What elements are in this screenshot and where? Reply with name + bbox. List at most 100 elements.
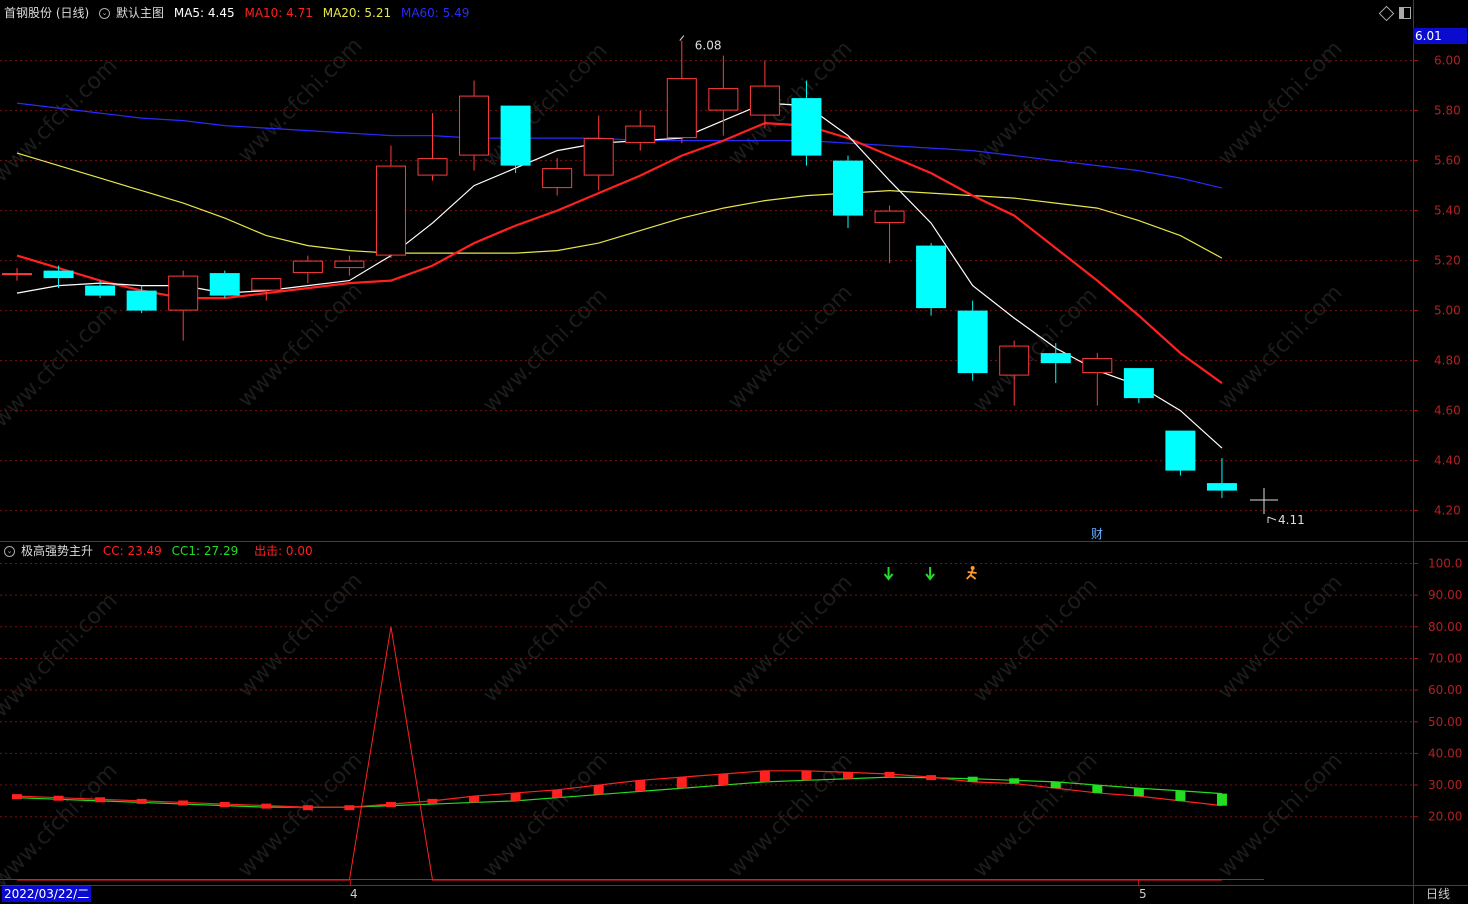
dropdown-circle-icon[interactable]: ⌄ xyxy=(4,546,15,557)
ma20-line xyxy=(16,152,1223,259)
candle-body-up xyxy=(292,260,323,274)
cc-block xyxy=(718,773,729,786)
candle xyxy=(500,105,531,174)
cc-block xyxy=(1175,790,1186,801)
candle-body-down xyxy=(833,160,863,216)
watermark-text: www.cfchi.com xyxy=(0,758,123,892)
candle xyxy=(417,113,448,181)
cc-block xyxy=(1050,781,1061,789)
ma60-value: MA60: 5.49 xyxy=(400,6,470,20)
cc-block xyxy=(593,785,604,795)
candle-body-down xyxy=(1123,368,1154,399)
cc-block xyxy=(95,797,106,803)
main-y-tick-label: 6.00 xyxy=(1434,54,1461,68)
out-value: 出击: 0.00 xyxy=(254,544,313,558)
sub-y-tick-label: 30.00 xyxy=(1428,778,1462,792)
candle-body-up xyxy=(666,78,697,139)
panel-toggle-icon[interactable] xyxy=(1399,7,1411,19)
watermark-text: www.cfchi.com xyxy=(478,748,612,882)
candle-body-up xyxy=(542,168,573,189)
candle xyxy=(791,80,822,166)
sub-y-tick-label: 50.00 xyxy=(1428,715,1462,729)
candle-body-down xyxy=(957,310,988,374)
month-label-april: 4 xyxy=(350,887,358,901)
candle-body-down xyxy=(1040,353,1071,364)
main-y-tick-label: 5.80 xyxy=(1434,104,1461,118)
main-y-tick-label: 5.00 xyxy=(1434,304,1461,318)
template-name[interactable]: 默认主图 xyxy=(116,6,165,20)
cc-block xyxy=(635,780,646,792)
watermark-text: www.cfchi.com xyxy=(233,568,367,702)
main-chart-header: 首钢股份 (日线) ⌄ 默认主图 MA5: 4.45 MA10: 4.71 MA2… xyxy=(4,5,475,21)
cc-block xyxy=(676,777,687,789)
indicator-name[interactable]: 极高强势主升 xyxy=(21,544,94,558)
watermark-text: www.cfchi.com xyxy=(1213,748,1347,882)
cc-value: CC: 23.49 xyxy=(102,544,162,558)
cc-block xyxy=(510,792,521,801)
cc-block xyxy=(552,789,563,798)
candle xyxy=(1082,353,1113,406)
dropdown-circle-icon[interactable]: ⌄ xyxy=(99,8,111,19)
green-down-arrow-icon xyxy=(925,567,935,581)
watermark-text: www.cfchi.com xyxy=(968,573,1102,707)
cc-block xyxy=(843,772,853,779)
candle xyxy=(749,60,780,129)
candle xyxy=(957,300,988,381)
watermark-text: www.cfchi.com xyxy=(968,748,1102,882)
out-line xyxy=(17,626,1222,881)
arrow-head xyxy=(883,573,894,581)
candle xyxy=(999,340,1030,406)
candle xyxy=(209,270,240,299)
watermark-text: www.cfchi.com xyxy=(1213,36,1347,170)
watermark-text: www.cfchi.com xyxy=(233,33,367,167)
sub-y-tick-label: 90.00 xyxy=(1428,588,1462,602)
main-y-tick-label: 5.40 xyxy=(1434,204,1461,218)
cc-block xyxy=(469,796,480,803)
cc-block xyxy=(1216,793,1227,806)
sub-y-tick-label: 40.00 xyxy=(1428,746,1462,760)
watermark-text: www.cfchi.com xyxy=(0,588,123,722)
watermark-text: www.cfchi.com xyxy=(478,573,612,707)
main-y-tick-label: 4.80 xyxy=(1434,354,1461,368)
main-y-tick-label: 4.60 xyxy=(1434,404,1461,418)
watermark-text: www.cfchi.com xyxy=(968,283,1102,417)
cc-block xyxy=(178,800,189,806)
candle-body-up xyxy=(583,138,614,176)
candle xyxy=(126,285,157,314)
cc-block xyxy=(801,770,812,781)
ma5-value: MA5: 4.45 xyxy=(173,6,235,20)
cc-block xyxy=(926,775,937,781)
candle-body-up xyxy=(417,158,448,176)
watermark-text: www.cfchi.com xyxy=(478,283,612,417)
candle xyxy=(2,268,32,281)
candle xyxy=(874,205,905,264)
cc-block xyxy=(884,771,895,777)
cc-block xyxy=(261,803,272,809)
cc-block xyxy=(344,805,355,811)
main-y-tick-label: 5.20 xyxy=(1434,254,1461,268)
candle xyxy=(583,115,614,191)
watermark-text: www.cfchi.com xyxy=(1213,570,1347,704)
candle-body-down xyxy=(500,105,531,166)
stock-title[interactable]: 首钢股份 (日线) xyxy=(4,6,90,20)
candle-body-down xyxy=(1206,483,1237,491)
candle xyxy=(666,40,697,144)
watermark-text: www.cfchi.com xyxy=(233,278,367,412)
ma20-value: MA20: 5.21 xyxy=(322,6,392,20)
watermark-text: www.cfchi.com xyxy=(0,53,123,187)
candle xyxy=(1165,430,1196,476)
candle-body-up xyxy=(749,85,780,116)
watermark-text: www.cfchi.com xyxy=(0,298,123,432)
period-label[interactable]: 日线 xyxy=(1426,887,1451,901)
watermark-text: www.cfchi.com xyxy=(1213,280,1347,414)
candle-body-up xyxy=(708,88,739,111)
sub-y-tick-label: 80.00 xyxy=(1428,620,1462,634)
high-label: 6.08 xyxy=(695,39,722,53)
candle xyxy=(708,55,739,136)
cc-block xyxy=(759,770,770,782)
sub-y-tick-label: 60.00 xyxy=(1428,683,1462,697)
candle-body-up xyxy=(251,278,282,291)
watermark-text: www.cfchi.com xyxy=(233,748,367,882)
candle xyxy=(375,145,406,259)
